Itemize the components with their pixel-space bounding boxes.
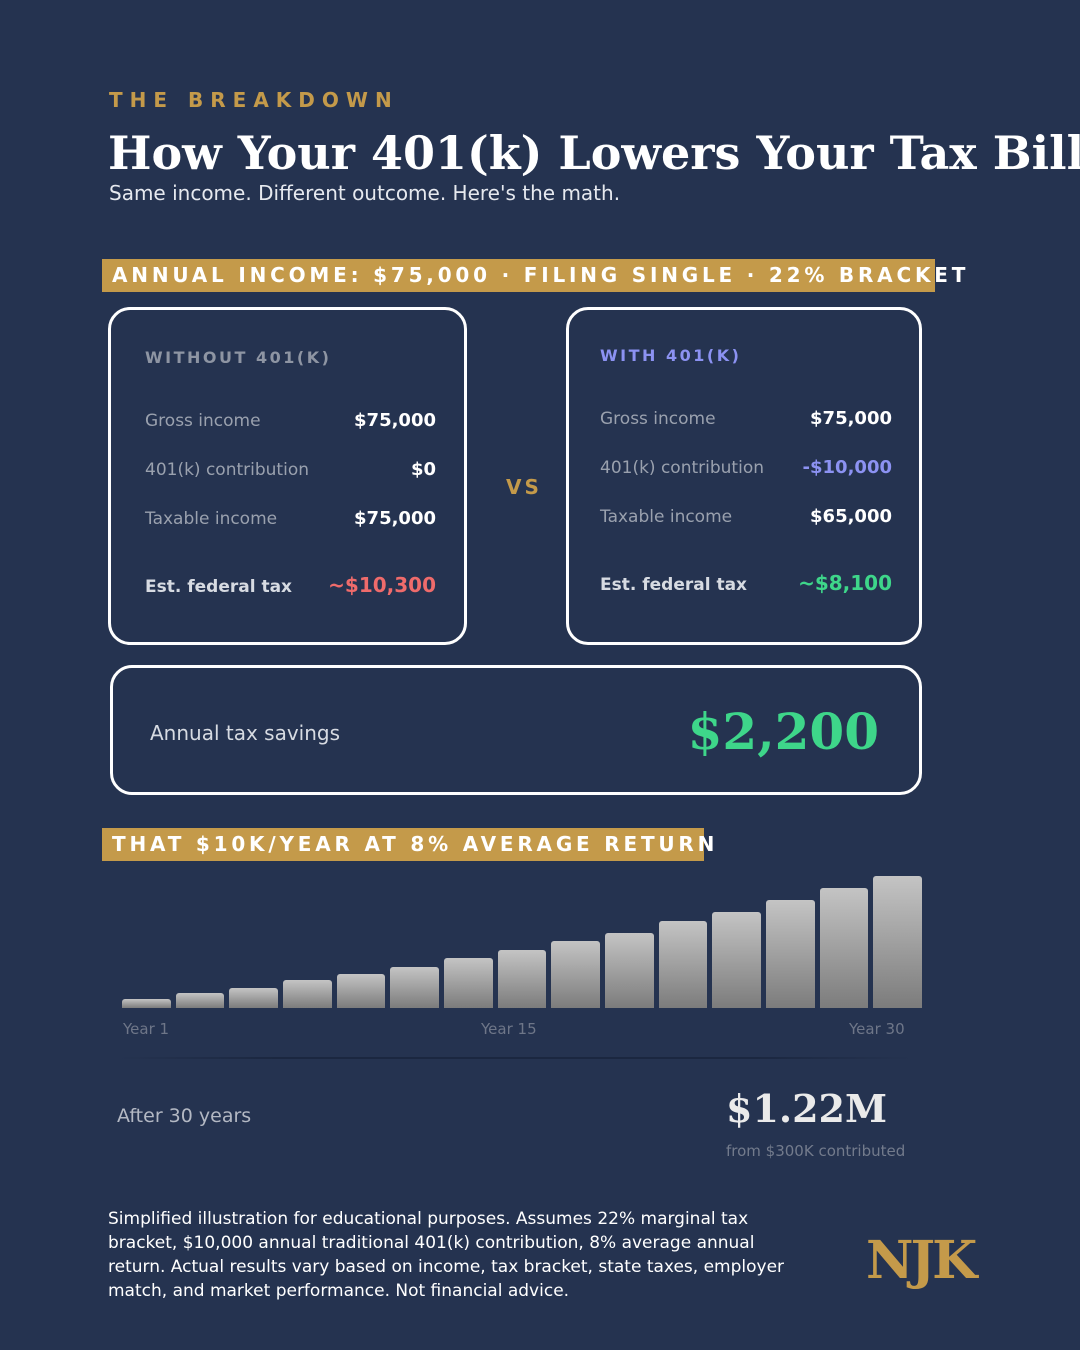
brand-logo: NJK	[866, 1230, 977, 1291]
x-tick-label: Year 30	[849, 1020, 905, 1038]
row-label: Taxable income	[600, 507, 733, 527]
chart-bar	[444, 957, 493, 1008]
growth-banner: THAT $10K/YEAR AT 8% AVERAGE RETURN	[102, 828, 714, 861]
row-value: $75,000	[354, 508, 436, 529]
row-label: Gross income	[145, 411, 261, 431]
page-title: How Your 401(k) Lowers Your Tax Bill	[108, 126, 1080, 180]
chart-bar	[658, 920, 708, 1008]
with-row-tax: Est. federal tax ~$8,100	[600, 571, 892, 595]
without-row-gross: Gross income $75,000	[145, 410, 436, 431]
tax-value: ~$10,300	[328, 573, 436, 597]
with-row-taxable: Taxable income $65,000	[600, 506, 892, 527]
eyebrow: THE BREAKDOWN	[109, 88, 399, 112]
row-value: $75,000	[354, 410, 436, 431]
with-row-contribution: 401(k) contribution -$10,000	[600, 457, 892, 478]
row-value: $65,000	[810, 506, 892, 527]
without-row-contribution: 401(k) contribution $0	[145, 459, 436, 480]
without-row-taxable: Taxable income $75,000	[145, 508, 436, 529]
savings-value: $2,200	[687, 702, 879, 761]
tax-value: ~$8,100	[798, 571, 892, 595]
row-label: Gross income	[600, 409, 716, 429]
row-value: $0	[410, 459, 436, 480]
x-tick-label: Year 1	[123, 1020, 170, 1038]
chart-bar	[497, 949, 547, 1008]
savings-card: Annual tax savings $2,200	[110, 665, 922, 795]
result-label: After 30 years	[117, 1105, 252, 1127]
chart-bar	[605, 932, 654, 1008]
row-value: -$10,000	[802, 457, 892, 478]
chart-bar	[712, 911, 761, 1008]
row-label: 401(k) contribution	[600, 458, 764, 478]
chart-bar	[336, 973, 386, 1008]
without-401k-card: WITHOUT 401(K) Gross income $75,000 401(…	[108, 307, 467, 645]
chart-bar	[873, 876, 922, 1008]
without-row-tax: Est. federal tax ~$10,300	[145, 573, 436, 597]
with-401k-card: WITH 401(K) Gross income $75,000 401(k) …	[566, 307, 922, 645]
chart-bar	[122, 998, 171, 1008]
row-value: $75,000	[810, 408, 892, 429]
income-banner: ANNUAL INCOME: $75,000 · FILING SINGLE ·…	[102, 259, 965, 292]
page-subtitle: Same income. Different outcome. Here's t…	[109, 181, 621, 205]
with-row-gross: Gross income $75,000	[600, 408, 892, 429]
tax-label: Est. federal tax	[600, 575, 748, 595]
row-label: Taxable income	[145, 509, 278, 529]
chart-bar	[390, 967, 439, 1008]
result-subtext: from $300K contributed	[726, 1142, 906, 1160]
without-card-label: WITHOUT 401(K)	[145, 348, 332, 367]
disclaimer: Simplified illustration for educational …	[108, 1209, 785, 1301]
result-total: $1.22M	[726, 1086, 888, 1131]
row-label: 401(k) contribution	[145, 460, 309, 480]
vs-label: VS	[506, 475, 542, 499]
chart-bar	[229, 988, 278, 1008]
with-card-label: WITH 401(K)	[600, 346, 742, 365]
savings-label: Annual tax savings	[150, 721, 341, 745]
growth-bar-chart	[110, 868, 922, 1008]
chart-bar	[175, 993, 225, 1008]
chart-bar	[819, 887, 869, 1008]
chart-bar	[551, 940, 600, 1008]
x-tick-label: Year 15	[481, 1020, 537, 1038]
chart-bar	[283, 980, 332, 1008]
divider	[118, 1057, 913, 1059]
tax-label: Est. federal tax	[145, 577, 293, 597]
chart-bar	[766, 899, 815, 1008]
